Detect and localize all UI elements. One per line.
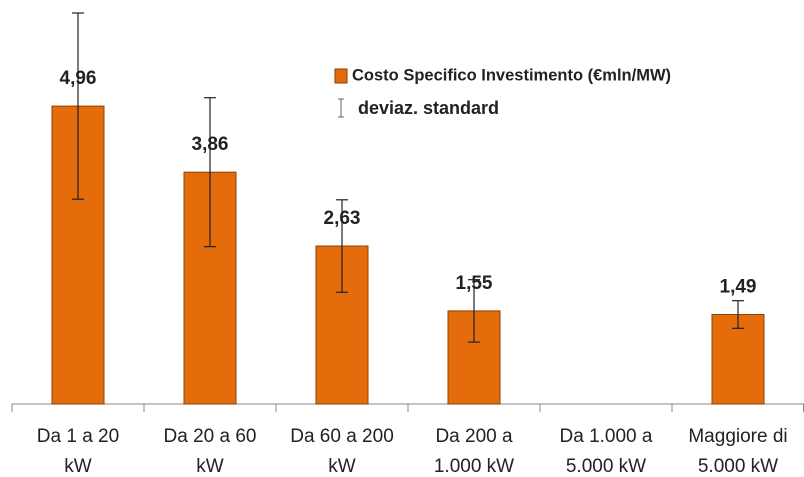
x-tick-label: Da 20 a 60 kW [163, 426, 257, 477]
bar [711, 314, 765, 405]
data-label: 1,55 [456, 273, 493, 294]
x-tick-label: Da 1.000 a 5.000 kW [559, 426, 653, 477]
legend-swatch [334, 68, 348, 84]
x-tick-label: Da 200 a 1.000 kW [433, 426, 515, 477]
x-tick-label: Maggiore di 5.000 kW [688, 426, 788, 477]
data-label: 4,96 [60, 68, 97, 89]
legend-label: Costo Specifico Investimento (€mln/MW) [352, 66, 671, 84]
legend-label: deviaz. standard [358, 98, 499, 118]
data-label: 3,86 [192, 134, 229, 155]
data-label: 1,49 [720, 277, 757, 298]
data-label: 2,63 [324, 208, 361, 229]
x-tick-label: Da 1 a 20 kW [36, 426, 120, 477]
x-tick-label: Da 60 a 200 kW [290, 426, 394, 477]
